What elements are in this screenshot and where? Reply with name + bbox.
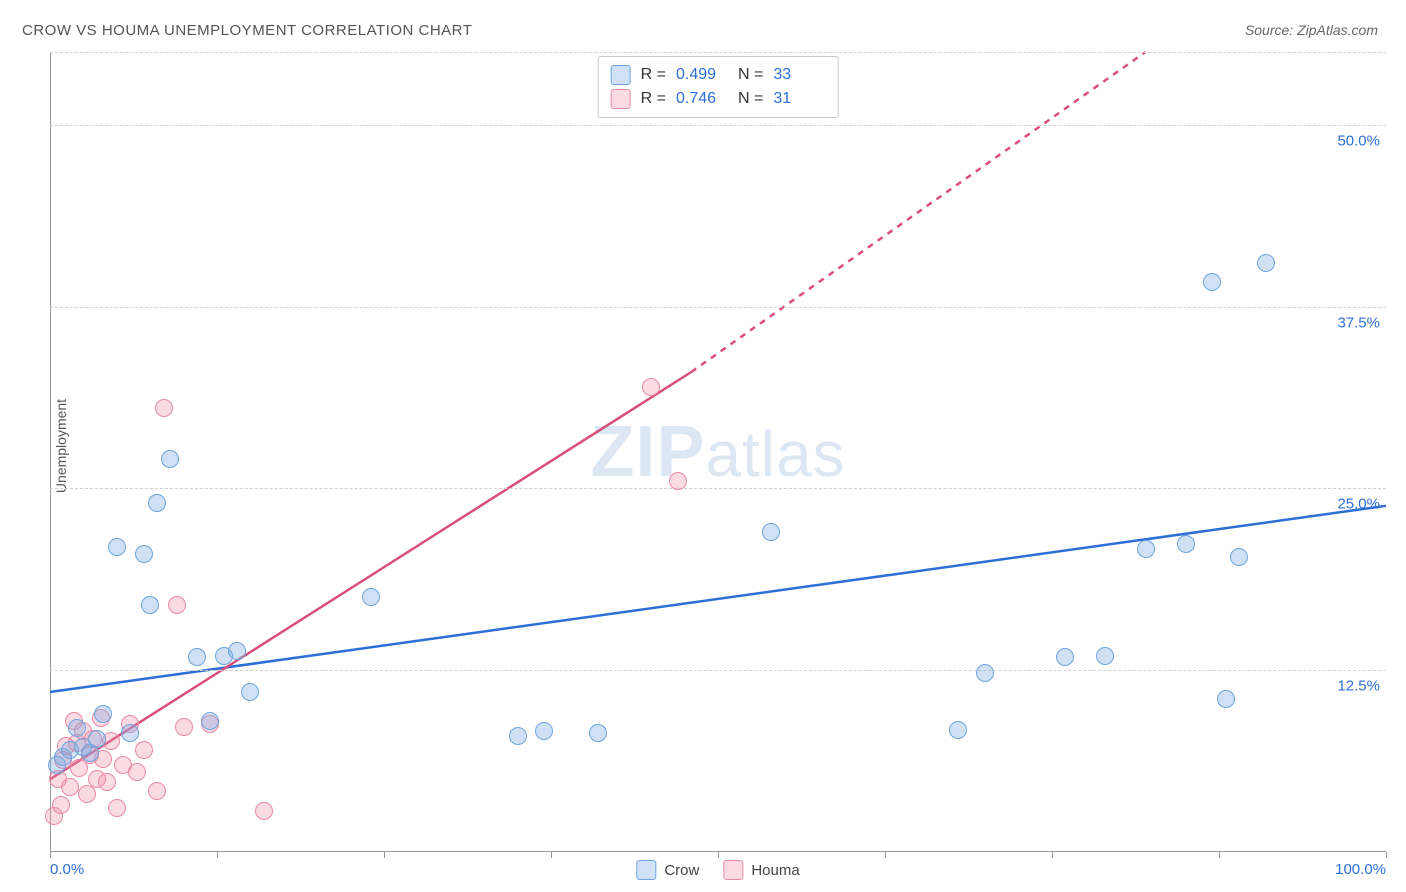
crow-point bbox=[141, 596, 159, 614]
gridline bbox=[50, 307, 1386, 308]
houma-point bbox=[255, 802, 273, 820]
crow-point bbox=[88, 730, 106, 748]
x-tick bbox=[384, 852, 385, 858]
crow-point bbox=[228, 642, 246, 660]
y-tick-label: 12.5% bbox=[1337, 678, 1380, 695]
houma-point bbox=[108, 799, 126, 817]
crow-point bbox=[148, 494, 166, 512]
legend-bottom: Crow Houma bbox=[636, 860, 799, 880]
houma-point bbox=[642, 378, 660, 396]
crow-point bbox=[535, 722, 553, 740]
crow-point bbox=[201, 712, 219, 730]
houma-series-label: Houma bbox=[751, 862, 799, 879]
x-tick bbox=[718, 852, 719, 858]
crow-point bbox=[161, 450, 179, 468]
crow-swatch bbox=[636, 860, 656, 880]
crow-point bbox=[1056, 648, 1074, 666]
x-tick bbox=[1219, 852, 1220, 858]
crow-point bbox=[241, 683, 259, 701]
n-label: N = bbox=[738, 66, 763, 84]
legend-item-houma: Houma bbox=[723, 860, 799, 880]
crow-point bbox=[188, 648, 206, 666]
houma-swatch bbox=[611, 89, 631, 109]
legend-stats-box: R = 0.499 N = 33 R = 0.746 N = 31 bbox=[598, 56, 839, 118]
crow-series-label: Crow bbox=[664, 862, 699, 879]
crow-point bbox=[108, 538, 126, 556]
r-label: R = bbox=[641, 90, 666, 108]
y-tick-label: 37.5% bbox=[1337, 314, 1380, 331]
x-tick bbox=[885, 852, 886, 858]
crow-swatch bbox=[611, 65, 631, 85]
gridline bbox=[50, 125, 1386, 126]
crow-point bbox=[1096, 647, 1114, 665]
crow-n-value: 33 bbox=[773, 66, 825, 84]
crow-point bbox=[1177, 535, 1195, 553]
crow-point bbox=[1137, 540, 1155, 558]
crow-point bbox=[1257, 254, 1275, 272]
crow-point bbox=[94, 705, 112, 723]
y-tick-label: 25.0% bbox=[1337, 496, 1380, 513]
y-tick-label: 50.0% bbox=[1337, 132, 1380, 149]
houma-point bbox=[128, 763, 146, 781]
x-tick bbox=[217, 852, 218, 858]
houma-n-value: 31 bbox=[773, 90, 825, 108]
x-tick bbox=[1386, 852, 1387, 858]
crow-point bbox=[1230, 548, 1248, 566]
gridline bbox=[50, 670, 1386, 671]
chart-title: CROW VS HOUMA UNEMPLOYMENT CORRELATION C… bbox=[22, 22, 472, 39]
crow-point bbox=[362, 588, 380, 606]
crow-point bbox=[589, 724, 607, 742]
crow-point bbox=[68, 719, 86, 737]
houma-point bbox=[168, 596, 186, 614]
houma-r-value: 0.746 bbox=[676, 90, 728, 108]
trend-lines-layer bbox=[50, 52, 1386, 852]
source-attribution: Source: ZipAtlas.com bbox=[1245, 22, 1378, 38]
crow-point bbox=[949, 721, 967, 739]
x-axis-label-left: 0.0% bbox=[50, 861, 84, 878]
houma-point bbox=[669, 472, 687, 490]
houma-point bbox=[98, 773, 116, 791]
gridline bbox=[50, 488, 1386, 489]
legend-item-crow: Crow bbox=[636, 860, 699, 880]
houma-swatch bbox=[723, 860, 743, 880]
houma-point bbox=[52, 796, 70, 814]
houma-point bbox=[61, 778, 79, 796]
legend-row-houma: R = 0.746 N = 31 bbox=[611, 87, 826, 111]
houma-point bbox=[155, 399, 173, 417]
x-tick bbox=[551, 852, 552, 858]
crow-point bbox=[976, 664, 994, 682]
x-tick bbox=[50, 852, 51, 858]
gridline bbox=[50, 52, 1386, 53]
crow-point bbox=[121, 724, 139, 742]
crow-point bbox=[135, 545, 153, 563]
n-label: N = bbox=[738, 90, 763, 108]
chart-plot-area: ZIPatlas R = 0.499 N = 33 R = 0.746 N = … bbox=[50, 52, 1386, 852]
x-tick bbox=[1052, 852, 1053, 858]
houma-point bbox=[175, 718, 193, 736]
crow-point bbox=[509, 727, 527, 745]
houma-point bbox=[135, 741, 153, 759]
crow-point bbox=[1217, 690, 1235, 708]
r-label: R = bbox=[641, 66, 666, 84]
x-axis-label-right: 100.0% bbox=[1335, 861, 1386, 878]
crow-r-value: 0.499 bbox=[676, 66, 728, 84]
crow-point bbox=[1203, 273, 1221, 291]
legend-row-crow: R = 0.499 N = 33 bbox=[611, 63, 826, 87]
crow-point bbox=[762, 523, 780, 541]
houma-point bbox=[148, 782, 166, 800]
